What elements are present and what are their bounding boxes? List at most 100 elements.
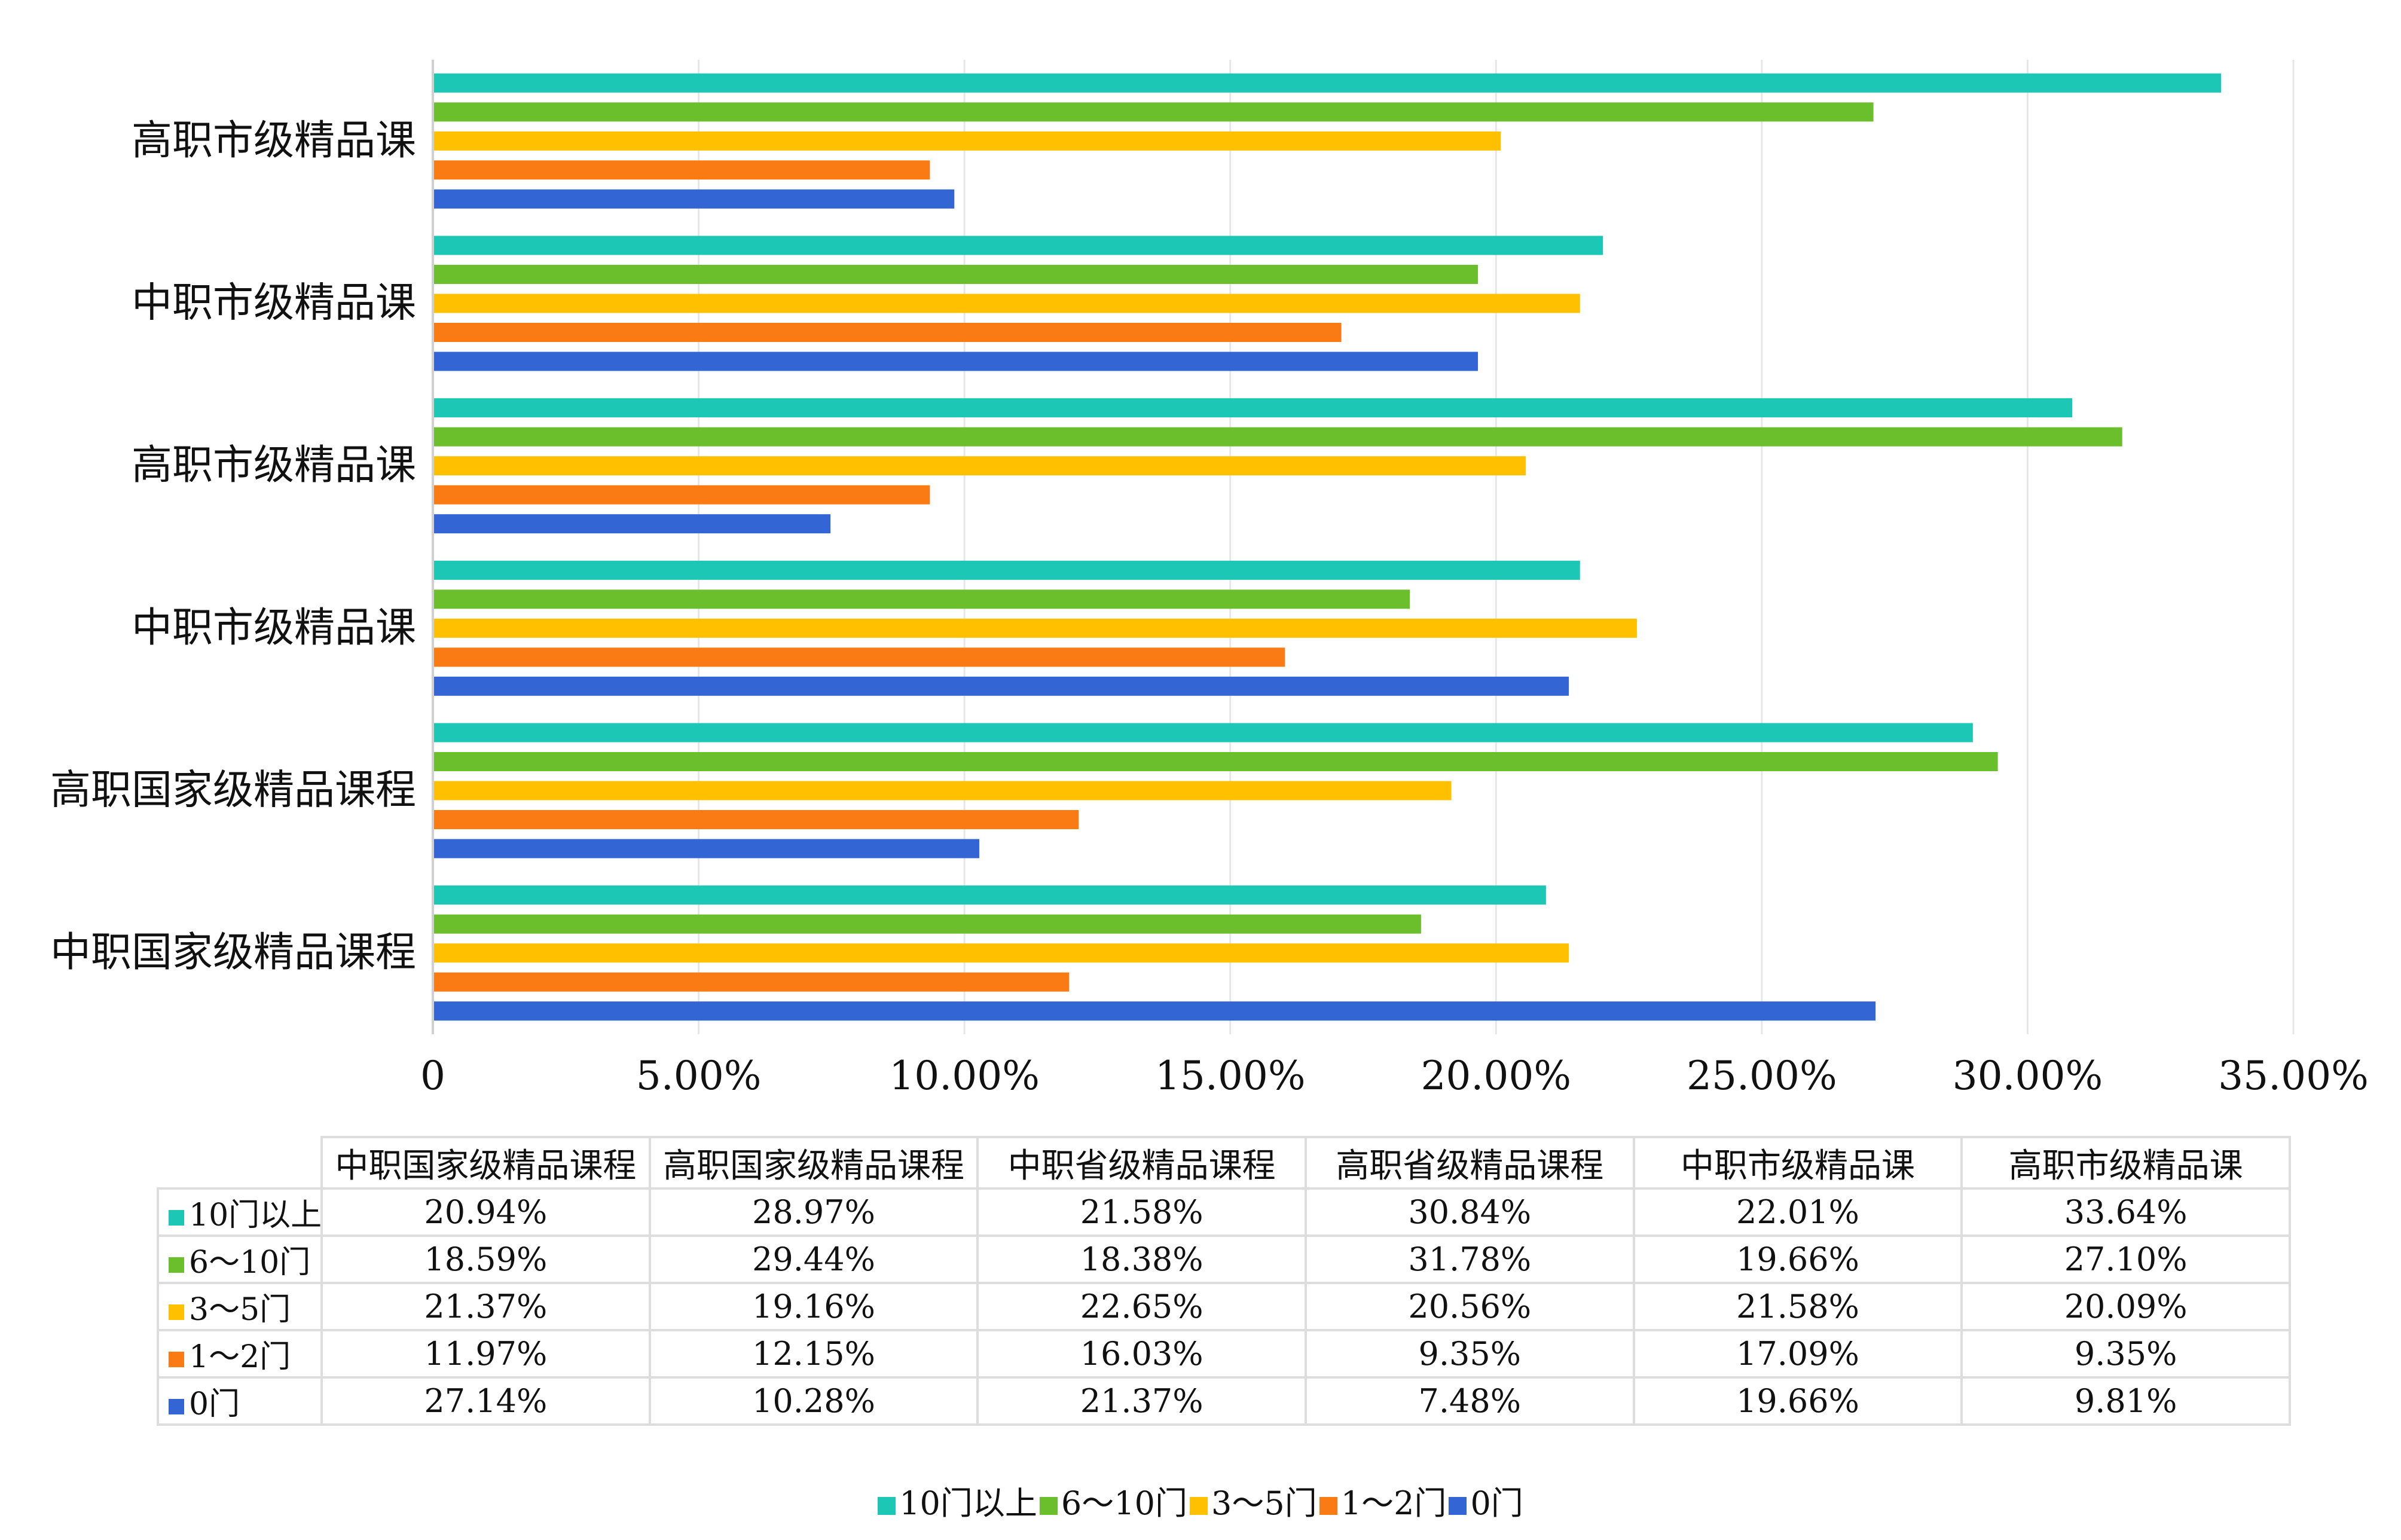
table-header-row: 中职国家级精品课程 高职国家级精品课程 中职省级精品课程 高职省级精品课程 中职市级精品… — [157, 1136, 2291, 1190]
legend-swatch — [1039, 1497, 1058, 1515]
table-cell: 21.58% — [976, 1187, 1307, 1237]
x-tick-label: 15.00% — [1155, 1053, 1306, 1099]
table-row: 10门以上 20.94% 28.97% 21.58% 30.84% 22.01% 33.64… — [157, 1187, 2291, 1237]
table-row-header: 3～5门 — [157, 1282, 323, 1331]
bar-3-5门-3 — [433, 618, 1637, 638]
table-column-header: 中职国家级精品课程 — [320, 1136, 651, 1190]
legend-swatch — [169, 1351, 184, 1367]
table-row-header: 6～10门 — [157, 1235, 323, 1284]
table-cell: 9.35% — [1304, 1329, 1635, 1379]
y-tick-label: 高职国家级精品课程 — [50, 767, 416, 814]
bar-0门-3 — [433, 676, 1569, 696]
table-row-header: 1～2门 — [157, 1329, 323, 1379]
bar-10门以上-4 — [433, 398, 2073, 418]
bar-6-10门-3 — [433, 589, 1410, 609]
table-cell: 33.64% — [1960, 1187, 2291, 1237]
table-column-header: 高职省级精品课程 — [1304, 1136, 1635, 1190]
table-column-header: 高职市级精品课 — [1960, 1136, 2291, 1190]
table-cell: 30.84% — [1304, 1187, 1635, 1237]
legend-swatch — [1319, 1497, 1337, 1515]
legend-item: 3～5门 — [1190, 1477, 1317, 1524]
table-cell: 20.09% — [1960, 1282, 2291, 1331]
bar-10门以上-5 — [433, 236, 1603, 255]
table-cell: 19.66% — [1632, 1376, 1963, 1426]
bar-1-2门-1 — [433, 972, 1070, 992]
y-tick-label: 中职国家级精品课程 — [50, 929, 416, 976]
x-tick-label: 0 — [420, 1053, 445, 1099]
table-cell: 9.81% — [1960, 1376, 2291, 1426]
bar-1-2门-4 — [433, 485, 930, 505]
bar-3-5门-6 — [433, 131, 1501, 151]
table-cell: 21.58% — [1632, 1282, 1963, 1331]
table-cell: 22.65% — [976, 1282, 1307, 1331]
x-tick-label: 30.00% — [1953, 1053, 2103, 1099]
table-cell: 17.09% — [1632, 1329, 1963, 1379]
legend-swatch — [169, 1304, 184, 1320]
table-corner-cell — [157, 1136, 323, 1190]
bar-6-10门-2 — [433, 752, 1998, 771]
legend-label: 10门以上 — [899, 1484, 1037, 1522]
bar-6-10门-6 — [433, 102, 1874, 122]
series-name: 0门 — [189, 1386, 240, 1422]
bar-6-10门-4 — [433, 427, 2122, 447]
table-row: 3～5门 21.37% 19.16% 22.65% 20.56% 21.58% 20.09% — [157, 1282, 2291, 1331]
x-tick-label: 35.00% — [2218, 1053, 2369, 1099]
table-cell: 21.37% — [976, 1376, 1307, 1426]
table-cell: 27.14% — [320, 1376, 651, 1426]
table-cell: 19.16% — [648, 1282, 979, 1331]
legend-label: 0门 — [1470, 1484, 1523, 1522]
y-tick-label: 高职市级精品课 — [132, 442, 416, 489]
legend-swatch — [1449, 1497, 1467, 1515]
y-tick-label: 中职市级精品课 — [132, 280, 416, 327]
bar-10门以上-1 — [433, 885, 1546, 905]
bar-10门以上-2 — [433, 723, 1973, 742]
table-cell: 18.59% — [320, 1235, 651, 1284]
table-cell: 9.35% — [1960, 1329, 2291, 1379]
bar-10门以上-3 — [433, 560, 1580, 580]
legend-item: 1～2门 — [1319, 1477, 1447, 1524]
bar-1-2门-6 — [433, 160, 930, 180]
legend-item: 0门 — [1449, 1477, 1523, 1524]
x-tick-label: 20.00% — [1421, 1053, 1571, 1099]
table-cell: 20.94% — [320, 1187, 651, 1237]
chart-bars — [433, 73, 2222, 1021]
series-name: 3～5门 — [189, 1292, 291, 1328]
bar-1-2门-2 — [433, 810, 1079, 829]
legend-swatch — [169, 1398, 184, 1414]
table-column-header: 高职国家级精品课程 — [648, 1136, 979, 1190]
series-name: 1～2门 — [189, 1339, 291, 1375]
table-cell: 29.44% — [648, 1235, 979, 1284]
legend-item: 10门以上 — [878, 1477, 1037, 1524]
bar-0门-5 — [433, 352, 1479, 371]
table-cell: 11.97% — [320, 1329, 651, 1379]
x-axis: 0 5.00% 10.00% 15.00% 20.00% 25.00% 30.00% 35.0… — [420, 1053, 2369, 1099]
bar-3-5门-2 — [433, 781, 1452, 800]
table-cell: 10.28% — [648, 1376, 979, 1426]
bar-3-5门-1 — [433, 943, 1569, 963]
table-row: 6～10门 18.59% 29.44% 18.38% 31.78% 19.66% 27.10… — [157, 1235, 2291, 1284]
bar-0门-2 — [433, 839, 980, 858]
legend-label: 6～10门 — [1061, 1484, 1187, 1522]
bar-0门-1 — [433, 1001, 1876, 1021]
legend-label: 1～2门 — [1340, 1484, 1447, 1522]
bar-6-10门-1 — [433, 914, 1421, 934]
legend-item: 6～10门 — [1039, 1477, 1187, 1524]
y-tick-label: 高职市级精品课 — [132, 117, 416, 164]
series-name: 6～10门 — [189, 1245, 311, 1281]
legend-swatch — [878, 1497, 896, 1515]
bar-1-2门-5 — [433, 323, 1342, 342]
series-name: 10门以上 — [189, 1197, 322, 1233]
table-cell: 31.78% — [1304, 1235, 1635, 1284]
table-cell: 19.66% — [1632, 1235, 1963, 1284]
table-row-header: 0门 — [157, 1376, 323, 1426]
table-cell: 22.01% — [1632, 1187, 1963, 1237]
bar-1-2门-3 — [433, 647, 1285, 667]
table-cell: 7.48% — [1304, 1376, 1635, 1426]
table-row-header: 10门以上 — [157, 1187, 323, 1237]
bar-3-5门-5 — [433, 294, 1580, 313]
table-cell: 20.56% — [1304, 1282, 1635, 1331]
bar-10门以上-6 — [433, 73, 2222, 93]
table-row: 1～2门 11.97% 12.15% 16.03% 9.35% 17.09% 9.35% — [157, 1329, 2291, 1379]
